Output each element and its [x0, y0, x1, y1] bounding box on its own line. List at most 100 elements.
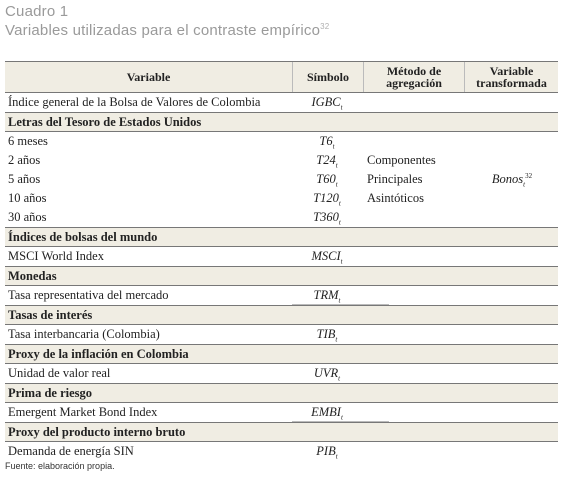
row-method: Componentes [367, 153, 436, 167]
row-symbol: TRMt [292, 288, 362, 305]
symbol-text: EMBI [311, 405, 341, 419]
section-row: Proxy del producto interno bruto [5, 422, 558, 442]
section-row: Índices de bolsas del mundo [5, 227, 558, 247]
row-label: MSCI World Index [8, 249, 104, 263]
symbol-subscript: t [340, 103, 343, 112]
row-label: Demanda de energía SIN [8, 444, 134, 458]
row-label: Emergent Market Bond Index [8, 405, 158, 419]
row-symbol: UVRt [292, 366, 362, 383]
symbol-subscript: t [332, 142, 335, 151]
row-label: 10 años [8, 191, 47, 205]
symbol-subscript: t [340, 257, 343, 266]
header-metodo-line1: Método de [386, 64, 442, 78]
row-symbol: T6t [292, 134, 362, 151]
header-transformada-line1: Variable [489, 64, 534, 78]
symbol-subscript: t [335, 335, 338, 344]
section-title: Monedas [8, 269, 57, 283]
section-title: Índices de bolsas del mundo [8, 230, 158, 244]
footnote-ref: 32 [320, 22, 330, 31]
section-title: Prima de riesgo [8, 386, 93, 400]
row-symbol: T60t [292, 172, 362, 189]
row-symbol: T360t [292, 210, 362, 227]
row-symbol: PIBt [292, 444, 362, 461]
cell-underline [292, 421, 389, 422]
table-row: 10 años T120t Asintóticos [5, 189, 558, 208]
row-label: Índice general de la Bolsa de Valores de… [8, 95, 261, 109]
table-caption-title: Variables utilizadas para el contraste e… [5, 22, 329, 39]
header-simbolo: Símbolo [306, 70, 349, 84]
row-label: Unidad de valor real [8, 366, 111, 380]
symbol-text: TRM [313, 288, 339, 302]
row-label: 6 meses [8, 134, 48, 148]
symbol-subscript: t [335, 161, 338, 170]
symbol-text: UVR [313, 366, 339, 380]
section-row: Proxy de la inflación en Colombia [5, 344, 558, 364]
row-transformed: Bonost32 [466, 172, 558, 189]
table-row: 30 años T360t [5, 208, 558, 227]
header-metodo: Método de agregación [364, 62, 464, 92]
symbol-subscript: t [335, 452, 338, 461]
symbol-subscript: t [338, 374, 341, 383]
symbol-text: MSCI [311, 249, 341, 263]
symbol-text: TIB [316, 327, 336, 341]
row-symbol: EMBIt [292, 405, 362, 422]
symbol-subscript: t [335, 180, 338, 189]
symbol-text: T24 [316, 153, 336, 167]
header-variable: Variable [126, 70, 171, 84]
table-row: Tasa interbancaria (Colombia) TIBt [5, 325, 558, 344]
header-separator [363, 62, 364, 92]
section-row: Letras del Tesoro de Estados Unidos [5, 112, 558, 132]
row-method: Principales [367, 172, 423, 186]
table-row: Demanda de energía SIN PIBt [5, 442, 558, 461]
symbol-text: PIB [316, 444, 336, 458]
row-label: Tasa interbancaria (Colombia) [8, 327, 160, 341]
header-separator [464, 62, 465, 92]
transformed-subscript: t [523, 180, 526, 189]
variables-table: Variable Símbolo Método de agregación Va… [5, 61, 558, 461]
section-title: Letras del Tesoro de Estados Unidos [8, 115, 202, 129]
symbol-subscript: t [338, 199, 341, 208]
row-symbol: TIBt [292, 327, 362, 344]
header-separator [292, 62, 293, 92]
table-header: Variable Símbolo Método de agregación Va… [5, 61, 558, 93]
row-symbol: T24t [292, 153, 362, 170]
source-note: Fuente: elaboración propia. [5, 461, 115, 471]
section-row: Monedas [5, 266, 558, 286]
row-label: Tasa representativa del mercado [8, 288, 169, 302]
symbol-subscript: t [340, 413, 343, 422]
table-caption-number: Cuadro 1 [5, 3, 69, 20]
header-transformada-line2: transformada [476, 76, 547, 90]
symbol-subscript: t [338, 218, 341, 227]
row-symbol: T120t [292, 191, 362, 208]
row-label: 2 años [8, 153, 41, 167]
transformed-footnote: 32 [525, 172, 533, 180]
section-row: Tasas de interés [5, 305, 558, 325]
symbol-text: T120 [313, 191, 339, 205]
section-row: Prima de riesgo [5, 383, 558, 403]
table-row: Tasa representativa del mercado TRMt [5, 286, 558, 305]
symbol-text: T60 [316, 172, 336, 186]
caption-text: Variables utilizadas para el contraste e… [5, 22, 321, 39]
section-title: Proxy del producto interno bruto [8, 425, 186, 439]
row-symbol: IGBCt [292, 95, 362, 112]
table-row: MSCI World Index MSCIt [5, 247, 558, 266]
table-row: Emergent Market Bond Index EMBIt [5, 403, 558, 422]
header-transformada: Variable transformada [465, 62, 558, 92]
section-title: Proxy de la inflación en Colombia [8, 347, 189, 361]
table-row: 6 meses T6t [5, 132, 558, 151]
row-symbol: MSCIt [292, 249, 362, 266]
symbol-text: IGBC [311, 95, 341, 109]
section-title: Tasas de interés [8, 308, 93, 322]
table-row: Índice general de la Bolsa de Valores de… [5, 93, 558, 112]
table-row: 5 años T60t Principales Bonost32 [5, 170, 558, 189]
symbol-subscript: t [338, 296, 341, 305]
transformed-text: Bonos [491, 172, 524, 187]
row-label: 30 años [8, 210, 47, 224]
symbol-text: T360 [313, 210, 339, 224]
cell-underline [292, 304, 389, 305]
table-row: Unidad de valor real UVRt [5, 364, 558, 383]
row-label: 5 años [8, 172, 41, 186]
symbol-text: T6 [319, 134, 333, 148]
header-metodo-line2: agregación [386, 76, 442, 90]
table-row: 2 años T24t Componentes [5, 151, 558, 170]
